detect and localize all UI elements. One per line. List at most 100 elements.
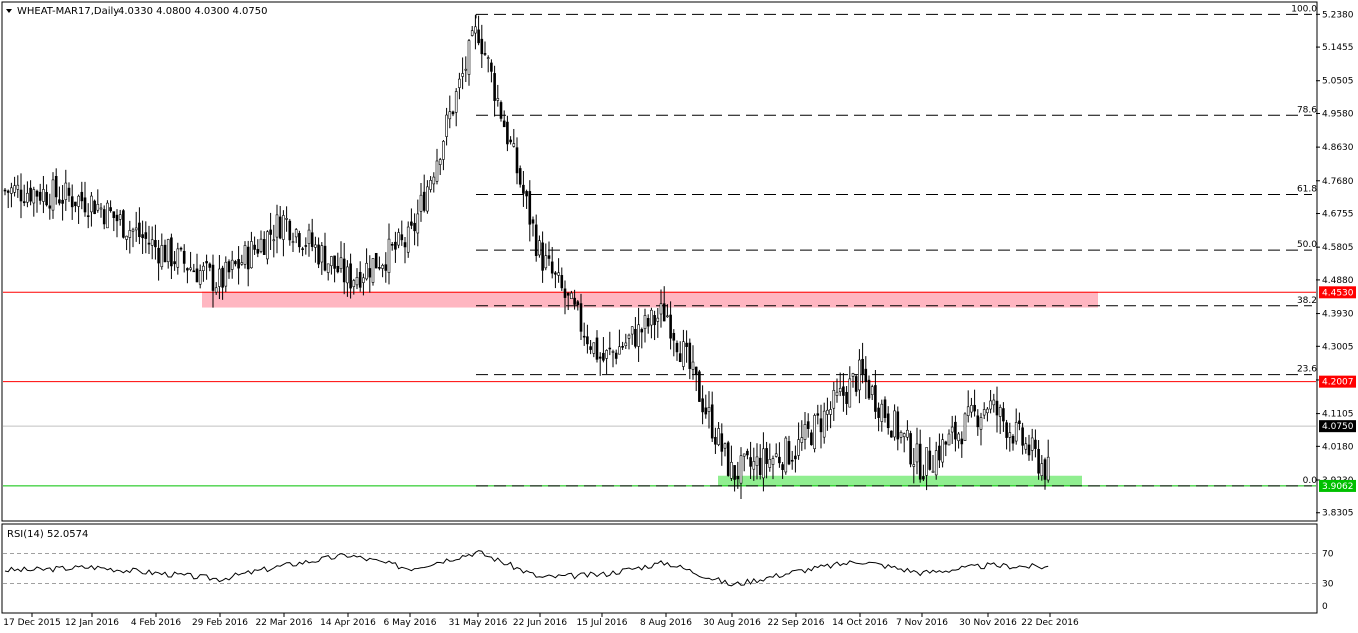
candle-body [749, 457, 752, 467]
dropdown-triangle-icon[interactable] [6, 9, 12, 13]
y-tick-label: 4.4880 [1322, 276, 1354, 286]
candle [221, 265, 224, 300]
candle [509, 136, 512, 145]
candle [602, 337, 605, 363]
candle [445, 107, 448, 146]
candle [179, 246, 183, 252]
rsi-axis-label: 70 [1322, 550, 1334, 560]
candle-body [442, 141, 445, 160]
candle-body [70, 196, 74, 208]
candle-body [762, 448, 765, 479]
candle [387, 223, 391, 285]
candle-body [557, 272, 560, 276]
candle [224, 256, 228, 293]
candle-body [579, 303, 583, 332]
candle [198, 264, 202, 289]
candle-body [659, 303, 663, 315]
candle [723, 442, 727, 457]
candle [182, 244, 186, 273]
candle [490, 59, 493, 83]
candle [205, 254, 208, 280]
candle [90, 192, 93, 227]
resistance-zone [202, 291, 1098, 308]
candle-body [288, 220, 292, 241]
candle [80, 181, 84, 210]
candle-body [32, 189, 36, 204]
candle [950, 415, 954, 444]
candle-body [755, 456, 759, 466]
candle [941, 433, 944, 468]
candle-body [291, 241, 295, 243]
candle-body [141, 234, 144, 239]
candle [1018, 412, 1021, 431]
candle [442, 139, 445, 171]
candle [1008, 422, 1012, 452]
candle [211, 254, 215, 308]
candle-body [214, 287, 218, 293]
candle [400, 220, 404, 246]
candle [755, 443, 759, 480]
candle [99, 203, 103, 218]
candle [256, 239, 260, 258]
candle [842, 373, 845, 412]
candle-body [358, 271, 362, 288]
candle-body [909, 433, 912, 465]
candle [736, 461, 740, 489]
candle [768, 443, 772, 472]
candle-body [83, 197, 87, 213]
candle [598, 352, 602, 376]
candle [22, 184, 26, 207]
candle-body [490, 62, 493, 72]
candle-body [675, 342, 679, 353]
candle [653, 310, 656, 341]
candle-body [781, 464, 784, 470]
candle-body [1046, 456, 1050, 481]
candle [454, 88, 458, 127]
candle-body [586, 336, 589, 345]
candle-body [509, 139, 512, 143]
rsi-line [4, 550, 1049, 587]
candle-body [877, 407, 880, 418]
candle [544, 243, 548, 271]
candle [746, 448, 749, 460]
y-tick-label: 4.9580 [1322, 109, 1354, 119]
candle-body [307, 229, 311, 244]
candle [307, 223, 311, 257]
candle-body [77, 195, 80, 207]
candle [426, 180, 429, 214]
candle-body [912, 464, 916, 467]
candle [499, 100, 503, 122]
ohlc-label: 4.0330 4.0800 4.0300 4.0750 [118, 6, 268, 17]
candle [714, 427, 717, 454]
candle-body [707, 407, 711, 412]
candle-body [746, 450, 749, 456]
candle [403, 237, 407, 264]
candle-body [778, 456, 781, 464]
candle-body [874, 385, 877, 412]
candle-body [125, 235, 128, 240]
candle-body [1005, 422, 1008, 438]
candle-body [163, 244, 167, 263]
candle-body [810, 432, 813, 446]
candle [253, 236, 256, 255]
candle-body [419, 194, 423, 212]
candle [694, 366, 698, 392]
candle [131, 227, 135, 248]
candle [861, 342, 864, 384]
rsi-axis-label: 30 [1322, 580, 1334, 590]
candle [349, 253, 352, 299]
candle [109, 200, 112, 213]
candle [957, 431, 960, 449]
candle-body [416, 213, 420, 234]
candle-body [954, 421, 957, 440]
candle [96, 189, 100, 213]
candle [822, 402, 826, 444]
candle [173, 250, 176, 271]
candle [669, 301, 672, 350]
candle [874, 370, 877, 420]
candle-body [851, 373, 855, 377]
candle [557, 258, 560, 283]
candle [944, 440, 948, 457]
